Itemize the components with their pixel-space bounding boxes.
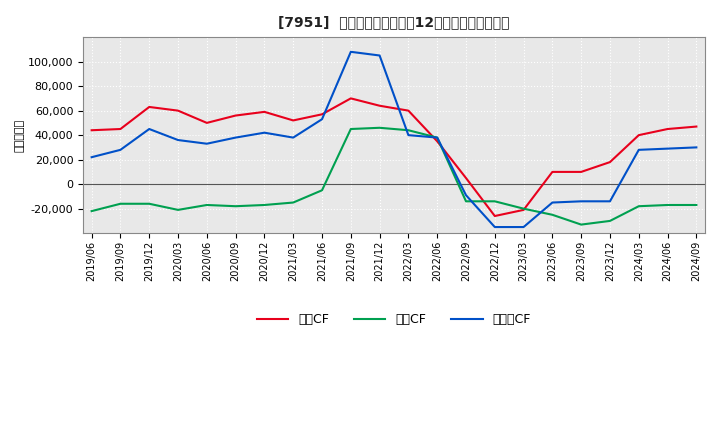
フリーCF [519, 224, 528, 230]
フリーCF [692, 145, 701, 150]
営業CF [577, 169, 585, 175]
投資CF [87, 209, 96, 214]
営業CF [231, 113, 240, 118]
投資CF [318, 187, 326, 193]
フリーCF [577, 199, 585, 204]
営業CF [462, 176, 470, 181]
フリーCF [634, 147, 643, 153]
Line: 営業CF: 営業CF [91, 99, 696, 216]
フリーCF [433, 135, 441, 140]
投資CF [116, 201, 125, 206]
営業CF [663, 126, 672, 132]
営業CF [375, 103, 384, 108]
営業CF [404, 108, 413, 113]
投資CF [404, 128, 413, 133]
フリーCF [260, 130, 269, 136]
営業CF [116, 126, 125, 132]
営業CF [260, 109, 269, 114]
営業CF [174, 108, 182, 113]
フリーCF [202, 141, 211, 147]
フリーCF [145, 126, 153, 132]
投資CF [577, 222, 585, 227]
投資CF [145, 201, 153, 206]
フリーCF [404, 132, 413, 138]
営業CF [692, 124, 701, 129]
投資CF [519, 206, 528, 211]
フリーCF [289, 135, 297, 140]
Title: [7951]  キャッシュフローの12か月移動合計の推移: [7951] キャッシュフローの12か月移動合計の推移 [278, 15, 510, 29]
営業CF [346, 96, 355, 101]
Line: フリーCF: フリーCF [91, 52, 696, 227]
投資CF [433, 135, 441, 140]
投資CF [548, 212, 557, 217]
投資CF [346, 126, 355, 132]
投資CF [174, 207, 182, 213]
投資CF [462, 199, 470, 204]
フリーCF [318, 117, 326, 122]
投資CF [231, 204, 240, 209]
フリーCF [663, 146, 672, 151]
フリーCF [606, 199, 614, 204]
フリーCF [231, 135, 240, 140]
フリーCF [174, 137, 182, 143]
営業CF [145, 104, 153, 110]
投資CF [289, 200, 297, 205]
フリーCF [548, 200, 557, 205]
営業CF [433, 139, 441, 144]
営業CF [634, 132, 643, 138]
営業CF [548, 169, 557, 175]
投資CF [692, 202, 701, 208]
Y-axis label: （百万円）: （百万円） [15, 118, 25, 152]
投資CF [634, 204, 643, 209]
営業CF [606, 159, 614, 165]
フリーCF [87, 154, 96, 160]
Line: 投資CF: 投資CF [91, 128, 696, 224]
投資CF [202, 202, 211, 208]
フリーCF [375, 53, 384, 58]
フリーCF [116, 147, 125, 153]
営業CF [87, 128, 96, 133]
投資CF [606, 218, 614, 224]
投資CF [260, 202, 269, 208]
営業CF [490, 213, 499, 219]
営業CF [202, 120, 211, 125]
フリーCF [346, 49, 355, 55]
投資CF [375, 125, 384, 130]
Legend: 営業CF, 投資CF, フリーCF: 営業CF, 投資CF, フリーCF [252, 308, 536, 331]
フリーCF [462, 193, 470, 198]
投資CF [490, 199, 499, 204]
営業CF [519, 207, 528, 213]
フリーCF [490, 224, 499, 230]
投資CF [663, 202, 672, 208]
営業CF [318, 112, 326, 117]
営業CF [289, 118, 297, 123]
